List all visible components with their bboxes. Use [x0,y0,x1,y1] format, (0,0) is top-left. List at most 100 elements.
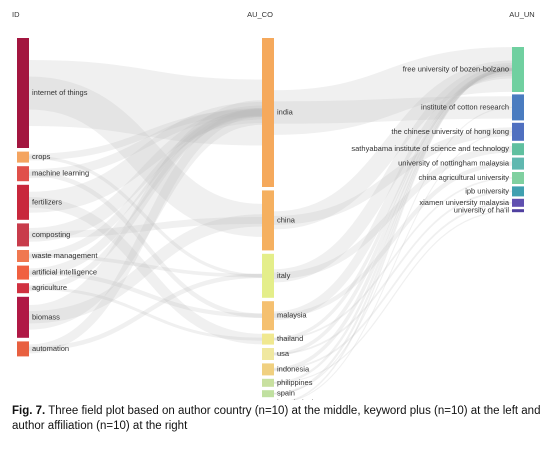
node-label: institute of cotton research [421,102,509,111]
node [512,143,524,156]
node-label: bangladesh [277,398,316,400]
flow [273,96,513,124]
node [512,186,524,197]
node-label: ipb university [465,186,509,195]
caption-label: Fig. 7. [12,405,46,417]
flow [273,177,513,340]
flow [28,108,263,179]
node-label: india [277,107,294,116]
flow [273,145,513,280]
flow [273,210,513,384]
node-label: sathyabama institute of science and tech… [351,144,509,153]
flow [28,270,263,318]
column-header: AU_CO [247,10,273,19]
flow [28,155,263,278]
node-label: spain [277,389,295,398]
flow [28,105,263,242]
flow [273,106,513,395]
node [17,151,29,163]
flows [28,47,513,400]
flow [273,161,513,318]
flow [28,109,263,161]
node [17,283,29,294]
node [512,172,524,184]
node-label: artificial intelligence [32,268,97,277]
flow [273,67,513,341]
flow [28,102,263,213]
node [512,94,524,121]
node-label: xiamen university malaysia [419,198,509,207]
node [262,378,274,387]
node-label: fertilizers [32,197,62,206]
flow [28,214,263,324]
flow [273,190,513,355]
flow [273,65,513,321]
node [17,38,29,148]
flow [28,76,263,237]
node-label: agriculture [32,283,67,292]
flow [28,108,263,260]
caption-text: Three field plot based on author country… [12,405,541,432]
node [262,333,274,345]
node [512,122,524,141]
flow [28,108,263,277]
chart: ID internet of things crops machine learnin… [12,10,535,400]
flow [273,201,513,371]
node-label: biomass [32,312,60,321]
node-label: machine learning [32,169,89,178]
node [262,38,274,187]
node [17,223,29,247]
node [262,190,274,251]
flow [273,68,513,384]
flow [292,131,513,400]
flow [28,108,263,354]
flow [28,60,263,146]
node-label: malaysia [277,311,307,320]
flow [273,47,513,135]
node-label: indonesia [277,364,310,373]
node-label: usa [277,349,290,358]
flow [28,216,263,239]
flow [273,60,513,230]
node [17,184,29,220]
flow [28,273,263,352]
node-label: italy [277,271,291,280]
node [512,47,524,92]
node-label: internet of things [32,88,88,97]
node [17,296,29,338]
node [262,363,274,376]
node [262,390,274,398]
flow [28,197,263,345]
column-header: AU_UN [509,10,534,19]
flow [273,67,513,356]
node [17,265,29,280]
node-label: china [277,215,296,224]
node [512,157,524,170]
flow [28,109,263,292]
node-label: crops [32,152,51,161]
flow [28,171,263,318]
flow [273,68,513,395]
node-label: university of ha'il [454,206,510,215]
caption: Fig. 7. Three field plot based on author… [12,404,547,434]
flow [289,68,513,400]
flow [273,127,513,225]
node [262,348,274,360]
node [262,301,274,331]
node-label: university of nottingham malaysia [398,159,510,168]
node [512,209,524,213]
node-label: composting [32,230,70,239]
node-label: the chinese university of hong kong [391,127,509,136]
node [17,166,29,182]
node-label: automation [32,344,69,353]
flow [273,62,513,283]
node-label: thailand [277,334,303,343]
node [17,341,29,357]
flow [28,286,263,341]
node [17,250,29,262]
flow [28,100,263,330]
node [262,253,274,298]
node-label: philippines [277,378,313,387]
flow [273,67,513,372]
